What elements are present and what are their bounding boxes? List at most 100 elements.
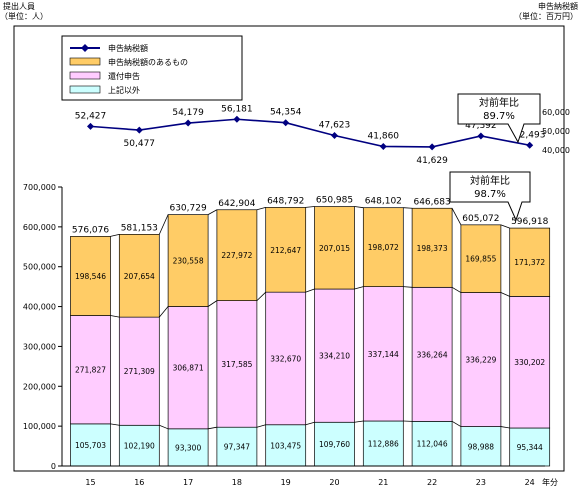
bar-segment	[509, 427, 551, 467]
tax-value-label: 56,181	[221, 104, 253, 114]
legend: 申告納税額 申告納税額のあるもの 還付申告 上記以外	[61, 35, 243, 101]
stack-connector	[256, 291, 266, 301]
bar-value-label: 198,546	[75, 272, 106, 281]
bar-value-label: 198,373	[417, 244, 448, 253]
bar-segment	[265, 207, 307, 293]
bar-value-label: 97,347	[224, 443, 250, 452]
stack-connector	[305, 206, 315, 208]
tax-point	[135, 126, 143, 134]
tax-point	[184, 119, 192, 127]
bar-value-label: 98,988	[468, 442, 494, 451]
bar-labels: 105,703 271,827 198,546 102,190 271,309 207,6…	[75, 243, 545, 452]
stack-connector	[110, 423, 120, 426]
legend-label-refund: 還付申告	[108, 71, 140, 81]
stack-connectors	[110, 206, 510, 430]
bar-segment	[167, 214, 209, 307]
callout-bar-box	[449, 171, 531, 222]
bar-value-label: 105,703	[75, 441, 106, 450]
legend-item-other: 上記以外	[69, 85, 140, 95]
tax-point	[331, 132, 338, 140]
x-tick-label: 17	[183, 478, 193, 487]
callout-bar-text-2: 98.7%	[474, 189, 506, 200]
right-axis: 40,000 50,000 60,000	[542, 108, 570, 155]
callout-bar-text-1: 対前年比	[470, 174, 510, 187]
bar-total-label: 630,729	[169, 204, 206, 214]
bar-value-label: 169,855	[465, 255, 496, 264]
y-tick-label: 600,000	[23, 223, 56, 232]
y-tick-label: 100,000	[23, 422, 56, 431]
bar-total-label: 646,683	[413, 197, 450, 207]
bar-segment	[460, 292, 502, 427]
tax-value-label: 54,354	[270, 108, 302, 118]
y-tick-label: 400,000	[23, 303, 56, 312]
bar-segment	[70, 236, 111, 316]
bar-segment	[411, 420, 453, 467]
bar-segment	[509, 296, 551, 429]
x-unit-label: 年分	[542, 477, 558, 487]
bars	[70, 206, 551, 467]
callout-bar: 対前年比 98.7%	[449, 171, 531, 222]
bar-value-label: 207,654	[124, 272, 155, 281]
right-axis-title-1: 申告納税額	[538, 1, 578, 11]
bar-value-label: 171,372	[514, 258, 545, 267]
stack-connector	[354, 420, 364, 423]
stack-connector	[158, 306, 169, 318]
x-axis: 15 16 17 18 19 20 21 22 23 24	[62, 465, 545, 487]
callout-line-box	[457, 93, 541, 144]
bar-segment	[216, 209, 258, 301]
bar-value-label: 330,202	[514, 358, 545, 367]
bar-segment	[265, 291, 307, 426]
bar-value-label: 95,344	[517, 443, 543, 452]
callout-line-text-1: 対前年比	[479, 96, 519, 109]
bar-value-label: 306,871	[173, 364, 204, 373]
tax-value-label: 41,629	[416, 156, 448, 166]
stack-connector	[500, 292, 510, 297]
bar-segment	[411, 286, 453, 422]
stack-connector	[208, 426, 217, 430]
bar-value-label: 271,827	[75, 366, 106, 375]
tax-line	[90, 118, 530, 148]
legend-item-payable: 申告納税額のあるもの	[69, 57, 188, 67]
stack-connector	[451, 208, 462, 226]
stack-connector	[500, 426, 510, 429]
left-axis-title-1: 提出人員	[3, 1, 35, 11]
bar-value-label: 112,886	[368, 440, 399, 449]
right-tick-label: 60,000	[542, 108, 570, 117]
stack-connector	[256, 424, 266, 428]
tax-value-label: 54,179	[172, 108, 204, 118]
tax-point	[233, 115, 241, 123]
bar-segment	[216, 426, 258, 467]
callout-line: 対前年比 89.7%	[457, 93, 541, 144]
bar-segment	[216, 300, 258, 428]
x-tick-label: 24	[525, 478, 535, 487]
legend-item-tax: 申告納税額	[70, 43, 148, 53]
bar-total-label: 642,904	[218, 199, 255, 209]
stack-connector	[256, 207, 266, 211]
chart-border	[13, 25, 565, 472]
stack-connector	[305, 421, 315, 426]
x-tick-label: 20	[329, 478, 339, 487]
line-series: 52,427 50,477 54,179 56,181 54,354 47,623 41,8…	[75, 104, 546, 166]
tax-point	[282, 119, 290, 127]
stack-connector	[110, 233, 120, 237]
legend-label-tax: 申告納税額	[108, 43, 148, 53]
legend-label-payable: 申告納税額のあるもの	[108, 57, 188, 67]
stack-connector	[403, 286, 413, 288]
bar-total-label: 596,918	[511, 217, 548, 227]
bar-segment	[314, 288, 355, 423]
tax-value-label: 50,477	[124, 139, 156, 149]
bar-value-label: 271,309	[124, 367, 155, 376]
tax-point	[379, 142, 387, 150]
y-axis: 0 100,000 200,000 300,000 400,000 500,000 600,…	[23, 183, 63, 471]
stack-connector	[354, 206, 364, 209]
bar-segment	[265, 424, 307, 467]
bar-total-label: 605,072	[462, 214, 499, 224]
x-tick-label: 15	[85, 478, 95, 487]
stack-connector	[500, 224, 510, 229]
total-labels: 576,076 581,153 630,729 642,904 648,792 650,9…	[72, 196, 549, 236]
bar-value-label: 337,144	[368, 350, 399, 359]
bar-value-label: 336,264	[417, 350, 448, 359]
bar-value-label: 109,760	[319, 440, 350, 449]
tax-point	[87, 122, 94, 130]
